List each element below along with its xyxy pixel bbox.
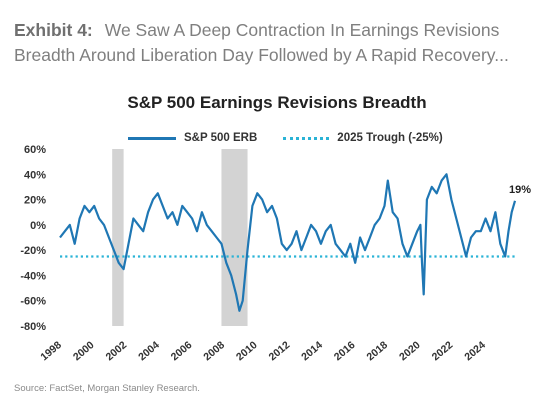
x-tick-label: 2008 xyxy=(201,339,227,363)
y-tick-label: 20% xyxy=(24,195,46,207)
y-tick-label: -40% xyxy=(20,270,46,282)
y-tick-label: 60% xyxy=(24,144,46,156)
x-tick-label: 2024 xyxy=(462,339,488,363)
exhibit-label: Exhibit 4: xyxy=(14,20,93,40)
end-value-label: 19% xyxy=(509,184,531,196)
legend-swatch-trough xyxy=(283,136,330,140)
x-tick-label: 2022 xyxy=(430,339,456,363)
y-tick-label: 40% xyxy=(24,169,46,181)
exhibit-text: We Saw A Deep Contraction In Earnings Re… xyxy=(14,20,509,65)
legend-item-trough: 2025 Trough (-25%) xyxy=(283,132,443,144)
x-tick-label: 2004 xyxy=(136,339,162,363)
x-tick-label: 2018 xyxy=(364,339,390,363)
chart-title: S&P 500 Earnings Revisions Breadth xyxy=(127,93,427,112)
recession-band-0 xyxy=(112,149,124,326)
legend-label-series: S&P 500 ERB xyxy=(184,132,258,144)
legend-item-series: S&P 500 ERB xyxy=(128,132,257,144)
x-tick-label: 2006 xyxy=(169,339,195,363)
exhibit-title: Exhibit 4: We Saw A Deep Contraction In E… xyxy=(14,18,544,68)
y-tick-label: -20% xyxy=(20,245,46,257)
x-tick-label: 1998 xyxy=(38,339,64,363)
legend-swatch-series xyxy=(128,136,176,140)
legend-label-trough: 2025 Trough (-25%) xyxy=(337,132,443,144)
x-tick-label: 2000 xyxy=(71,339,97,363)
x-tick-label: 2012 xyxy=(267,339,293,363)
x-tick-label: 2014 xyxy=(299,339,325,363)
series-line-sp500-erb xyxy=(59,173,517,312)
x-tick-label: 2016 xyxy=(332,339,358,363)
y-tick-label: 0% xyxy=(30,220,46,232)
x-tick-label: 2020 xyxy=(397,339,423,363)
chart-legend: S&P 500 ERB 2025 Trough (-25%) xyxy=(128,132,469,144)
source-note: Source: FactSet, Morgan Stanley Research… xyxy=(14,383,200,394)
y-tick-label: -60% xyxy=(20,296,46,308)
x-tick-label: 2010 xyxy=(234,339,260,363)
y-tick-label: -80% xyxy=(20,321,46,333)
x-tick-label: 2002 xyxy=(104,339,130,363)
